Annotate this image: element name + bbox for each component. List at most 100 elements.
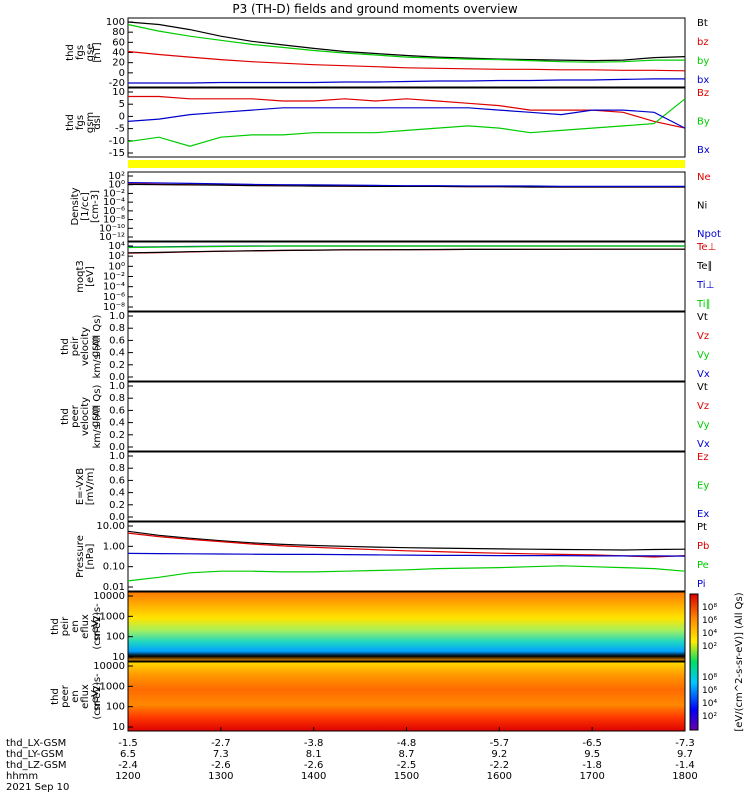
y-axis-label: [cm-3] — [90, 190, 101, 223]
y-axis-label: eflux — [80, 614, 91, 639]
x-tick-label: -4.8 — [397, 738, 417, 749]
y-axis-label: gse — [85, 44, 96, 62]
panel-frame-4 — [127, 241, 686, 312]
y-axis-label: thd — [60, 408, 71, 425]
x-tick-label: -2.7 — [211, 738, 231, 749]
x-tick-label: 1400 — [301, 771, 326, 782]
y-tick-label: 0 — [119, 111, 125, 122]
y-axis-label: gsm — [85, 112, 96, 133]
x-tick-label: -1.4 — [675, 760, 695, 771]
y-tick-label: -20 — [109, 78, 125, 89]
y-tick-label: 10⁻⁸ — [103, 215, 125, 226]
legend-label-bx: bx — [697, 75, 709, 86]
legend-label-Bt: Bt — [697, 18, 708, 29]
colorbar-tick: 10² — [702, 712, 717, 722]
legend-label-Pb: Pb — [697, 541, 709, 552]
legend-label-Vy: Vy — [697, 350, 710, 361]
series-line-Te∥ — [127, 248, 685, 254]
date-label: 2021 Sep 10 — [6, 782, 69, 793]
y-tick-label: 0.01 — [103, 582, 125, 593]
x-tick-label: -1.5 — [118, 738, 138, 749]
x-row-label: hhmm — [6, 771, 38, 782]
legend-label-Vy: Vy — [697, 420, 710, 431]
series-line-Pi — [127, 552, 686, 557]
y-tick-label: 0.6 — [109, 405, 125, 416]
series-line-Bz — [128, 95, 686, 129]
y-tick-label: 100 — [106, 632, 125, 643]
y-tick-label: 10 — [112, 652, 125, 663]
y-tick-label: 80 — [112, 27, 125, 38]
y-axis-label: km/s (All Qs) — [92, 385, 103, 449]
x-tick-label: -1.8 — [582, 760, 602, 771]
x-row-label: thd_LY-GSM — [6, 749, 63, 760]
y-axis-label: peer — [60, 684, 71, 708]
y-axis-label: [nT] — [92, 42, 103, 62]
y-tick-label: 10.00 — [96, 521, 125, 532]
y-tick-label: 0.10 — [103, 562, 125, 573]
legend-label-Vz: Vz — [697, 401, 709, 412]
legend-label-Ez: Ez — [697, 452, 709, 463]
y-tick-label: 10⁴ — [108, 241, 125, 252]
y-tick-label: 0 — [119, 68, 125, 79]
legend-label-Bz: Bz — [697, 88, 709, 99]
series-line-by — [127, 23, 685, 63]
panel-frame-2 — [127, 87, 686, 158]
panel-frame-7 — [127, 451, 686, 522]
y-tick-label: 0.6 — [109, 335, 125, 346]
y-tick-label: 10 — [112, 87, 125, 98]
y-axis-label: en — [70, 690, 81, 703]
panel-frame-6 — [127, 381, 686, 452]
y-tick-label: 0.0 — [109, 512, 125, 523]
y-tick-label: 10⁻² — [103, 188, 125, 199]
y-tick-label: 10⁻¹² — [99, 232, 125, 243]
y-tick-label: 0.4 — [109, 488, 125, 499]
x-tick-label: 9.5 — [584, 749, 600, 760]
y-tick-label: 0.0 — [109, 372, 125, 383]
x-tick-label: -3.8 — [304, 738, 324, 749]
series-line-Ti∥ — [127, 245, 685, 249]
y-axis-label: eV — [90, 620, 101, 633]
y-tick-label: 40 — [112, 48, 125, 59]
x-tick-label: 1200 — [115, 771, 140, 782]
y-axis-label: E=-VxB — [75, 468, 86, 505]
y-axis-label: [nPa] — [85, 543, 96, 569]
legend-label-Vt: Vt — [697, 312, 708, 323]
y-axis-label: thd — [60, 338, 71, 355]
y-axis-label: [1/cc] — [80, 192, 91, 221]
y-tick-label: 0.0 — [109, 442, 125, 453]
y-axis-label: thd — [65, 44, 76, 61]
y-tick-label: 0.4 — [109, 418, 125, 429]
spectrogram-10 — [128, 662, 685, 731]
legend-label-Vt: Vt — [697, 382, 708, 393]
legend-label-By: By — [697, 117, 710, 128]
y-axis-label: thd — [50, 688, 61, 705]
y-tick-label: -15 — [109, 148, 125, 159]
legend-label-Ex: Ex — [697, 509, 709, 520]
y-tick-label: 10⁰ — [108, 180, 125, 191]
x-tick-label: -5.7 — [490, 738, 510, 749]
y-axis-label: velocity — [80, 327, 91, 366]
x-tick-label: -2.2 — [490, 760, 510, 771]
y-tick-label: 10⁻⁸ — [103, 302, 125, 313]
y-axis-label: en — [70, 620, 81, 633]
y-tick-label: 5 — [119, 99, 125, 110]
y-tick-label: 0.2 — [109, 500, 125, 511]
y-axis-label: thd — [65, 114, 76, 131]
colorbar-tick: 10⁴ — [702, 629, 717, 639]
y-tick-label: 1000 — [100, 681, 125, 692]
series-line-Bt — [127, 21, 686, 62]
x-tick-label: 8.7 — [399, 749, 415, 760]
y-tick-label: -10 — [109, 136, 125, 147]
x-tick-label: -2.5 — [397, 760, 417, 771]
y-axis-label: fgs — [75, 115, 86, 130]
y-tick-label: 10⁻⁶ — [103, 206, 125, 217]
y-axis-label: peer — [70, 404, 81, 428]
y-tick-label: 1.0 — [109, 381, 125, 392]
y-axis-label: (cm^2-s- — [92, 603, 103, 650]
y-axis-label: moqt3 — [75, 260, 86, 293]
y-tick-label: 100 — [106, 17, 125, 28]
y-axis-label: sr-eV) — [92, 682, 103, 711]
colorbar — [689, 593, 699, 731]
y-tick-label: 10⁻² — [103, 272, 125, 283]
